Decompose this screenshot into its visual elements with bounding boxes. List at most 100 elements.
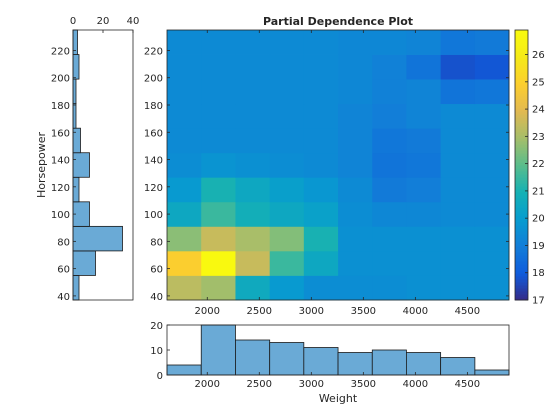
heatmap-cell <box>269 275 305 301</box>
horsepower-histogram <box>72 29 123 301</box>
heatmap-x-tick-label: 4500 <box>455 306 480 317</box>
heatmap-cell <box>406 152 442 178</box>
bottom-hist-y-ticks: 0 10 20 <box>150 321 170 382</box>
heatmap-cell <box>303 201 339 227</box>
y-tick-label: 100 <box>144 210 163 221</box>
histogram-bar <box>72 103 77 129</box>
colorbar-segment <box>515 96 528 100</box>
heatmap-frame <box>166 29 510 301</box>
heatmap-cell <box>201 275 236 301</box>
heatmap-cell <box>440 30 476 55</box>
colorbar-ticks: 17 18 19 20 21 22 23 24 25 26 <box>525 50 545 307</box>
heatmap-cell <box>440 201 476 227</box>
heatmap-cell <box>338 201 373 227</box>
left-y-tick-label: 40 <box>57 292 70 303</box>
colorbar-segment <box>515 252 528 256</box>
heatmap-cell <box>474 79 510 105</box>
heatmap-cell <box>201 128 236 154</box>
colorbar-tick-label: 24 <box>532 105 545 116</box>
colorbar-segment <box>515 225 528 229</box>
histogram-bar <box>303 347 339 376</box>
colorbar-segment <box>515 60 528 64</box>
heatmap-cell <box>372 103 407 129</box>
colorbar-segment <box>515 228 528 232</box>
heatmap-cell <box>406 275 442 301</box>
colorbar-frame <box>514 29 529 301</box>
heatmap-cell <box>474 250 510 276</box>
left-y-tick-label: 160 <box>51 128 70 139</box>
colorbar-segment <box>515 258 528 262</box>
colorbar-segment <box>515 123 528 127</box>
colorbar-segment <box>515 195 528 199</box>
chart-title: Partial Dependence Plot <box>263 15 413 28</box>
colorbar-segment <box>515 54 528 58</box>
colorbar-segment <box>515 168 528 172</box>
heatmap-cell <box>474 275 510 301</box>
colorbar-segment <box>515 111 528 115</box>
heatmap-cell <box>235 275 271 301</box>
colorbar-segment <box>515 183 528 187</box>
colorbar-segment <box>515 57 528 61</box>
heatmap-cell <box>269 54 305 80</box>
heatmap-cell <box>303 79 339 105</box>
histogram-bar <box>337 352 373 376</box>
colorbar-segment <box>515 210 528 214</box>
heatmap-cell <box>406 103 442 129</box>
heatmap-cell <box>167 201 202 227</box>
heatmap-cell <box>474 128 510 154</box>
heatmap-cell <box>235 103 271 129</box>
heatmap-cell <box>474 30 510 55</box>
colorbar-segment <box>515 156 528 160</box>
colorbar-segment <box>515 243 528 247</box>
colorbar-segment <box>515 261 528 265</box>
heatmap-cell <box>474 103 510 129</box>
histogram-bar <box>406 352 442 376</box>
heatmap-cell <box>440 177 476 203</box>
colorbar-segment <box>515 279 528 283</box>
colorbar-segment <box>515 285 528 289</box>
colorbar-segment <box>515 240 528 244</box>
heatmap-x-tick-label: 2500 <box>247 306 272 317</box>
heatmap-cell <box>235 79 271 105</box>
x-tick-label: 2500 <box>247 379 272 390</box>
colorbar-segment <box>515 234 528 238</box>
heatmap-cell <box>372 128 407 154</box>
heatmap-cell <box>406 128 442 154</box>
heatmap-cell <box>235 152 271 178</box>
colorbar-segment <box>515 147 528 151</box>
heatmap-cell <box>167 103 202 129</box>
heatmap-cell <box>338 152 373 178</box>
colorbar-segment <box>515 84 528 88</box>
histogram-bar <box>72 29 78 55</box>
heatmap-cell <box>303 30 339 55</box>
heatmap-cell <box>303 275 339 301</box>
colorbar-segment <box>515 165 528 169</box>
heatmap-cell <box>474 226 510 252</box>
heatmap-x-tick-label: 3000 <box>299 306 324 317</box>
heatmap-cell <box>269 201 305 227</box>
colorbar-segment <box>515 129 528 133</box>
colorbar-segment <box>515 144 528 148</box>
heatmap-cell <box>201 226 236 252</box>
histogram-bar <box>72 54 80 80</box>
colorbar-segment <box>515 213 528 217</box>
heatmap-cell <box>372 152 407 178</box>
weight-histogram <box>166 324 510 376</box>
y-tick-label: 40 <box>150 292 163 303</box>
heatmap-cell <box>372 30 407 55</box>
colorbar-segment <box>515 102 528 106</box>
histogram-bar <box>72 225 123 252</box>
colorbar-segment <box>515 126 528 130</box>
colorbar-segment <box>515 30 528 34</box>
heatmap-x-tick-label: 3500 <box>351 306 376 317</box>
bottom-y-tick-label: 0 <box>157 371 163 382</box>
colorbar-segment <box>515 114 528 118</box>
histogram-bar <box>72 127 81 154</box>
colorbar-segment <box>515 237 528 241</box>
histogram-bar <box>166 364 202 376</box>
colorbar-segment <box>515 189 528 193</box>
colorbar-segment <box>515 276 528 280</box>
colorbar-segment <box>515 150 528 154</box>
heatmap-cell <box>201 201 236 227</box>
colorbar-segment <box>515 171 528 175</box>
